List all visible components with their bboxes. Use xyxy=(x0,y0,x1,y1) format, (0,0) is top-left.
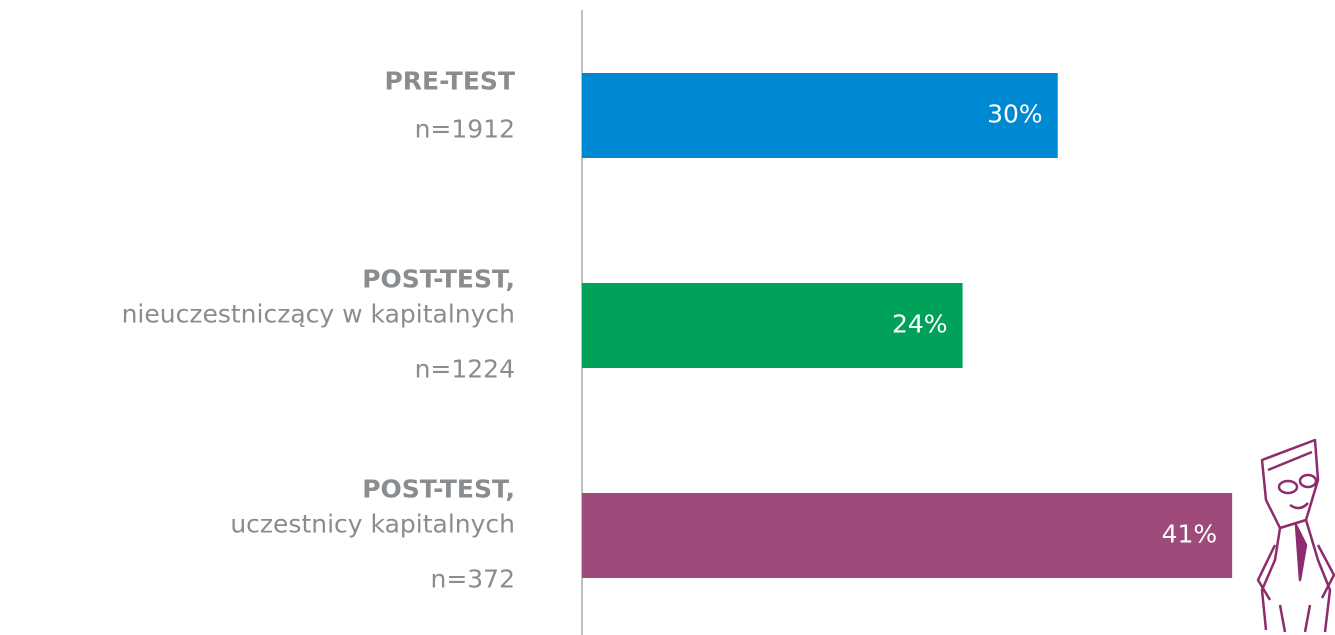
category-label: uczestnicy kapitalnych xyxy=(230,510,515,539)
category-label: PRE-TEST xyxy=(384,67,515,96)
cartoon-figure xyxy=(1258,440,1334,632)
category-label: POST-TEST, xyxy=(362,475,515,504)
category-label: n=1224 xyxy=(415,355,515,384)
category-label: n=1912 xyxy=(415,115,515,144)
category-label: nieuczestniczący w kapitalnych xyxy=(122,300,515,329)
value-label: 24% xyxy=(892,310,948,339)
value-label: 30% xyxy=(987,100,1043,129)
category-label: POST-TEST, xyxy=(362,265,515,294)
chart: PRE-TEST n=1912 30% POST-TEST, nieuczestnicz… xyxy=(0,0,1335,635)
category-label: n=372 xyxy=(430,565,515,594)
value-label: 41% xyxy=(1162,520,1218,549)
bar xyxy=(582,493,1232,578)
